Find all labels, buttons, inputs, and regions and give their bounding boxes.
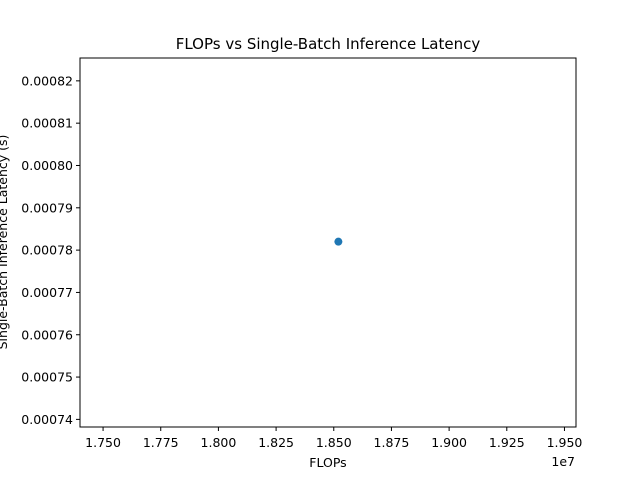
x-tick-label: 1.825 [258, 435, 294, 450]
x-tick-label: 1.900 [431, 435, 467, 450]
x-tick-label: 1.850 [316, 435, 352, 450]
x-tick-label: 1.950 [547, 435, 583, 450]
y-tick-label: 0.00075 [21, 370, 73, 385]
x-tick-label: 1.750 [85, 435, 121, 450]
x-tick-label: 1.800 [201, 435, 237, 450]
plot-area [79, 57, 577, 428]
x-axis: 1.750 1.775 1.800 1.825 1.850 1.875 1.900 1.925… [85, 427, 582, 450]
data-points [334, 237, 343, 246]
x-tick-label: 1.775 [143, 435, 179, 450]
x-tick-label: 1.925 [489, 435, 525, 450]
y-tick-label: 0.00074 [21, 412, 73, 427]
chart-title: FLOPs vs Single-Batch Inference Latency [176, 35, 481, 53]
y-axis: 0.00074 0.00075 0.00076 0.00077 0.00078 0.000… [21, 73, 80, 427]
y-tick-label: 0.00081 [21, 116, 73, 131]
x-axis-label: FLOPs [309, 455, 346, 470]
y-tick-label: 0.00077 [21, 285, 73, 300]
data-point [334, 237, 343, 246]
y-tick-label: 0.00080 [21, 158, 73, 173]
y-tick-label: 0.00082 [21, 73, 73, 88]
x-tick-label: 1.875 [374, 435, 410, 450]
y-tick-label: 0.00076 [21, 327, 73, 342]
y-tick-label: 0.00079 [21, 200, 73, 215]
x-axis-offset-label: 1e7 [551, 454, 575, 469]
y-axis-label: Single-Batch Inference Latency (s) [0, 135, 10, 350]
y-tick-label: 0.00078 [21, 243, 73, 258]
